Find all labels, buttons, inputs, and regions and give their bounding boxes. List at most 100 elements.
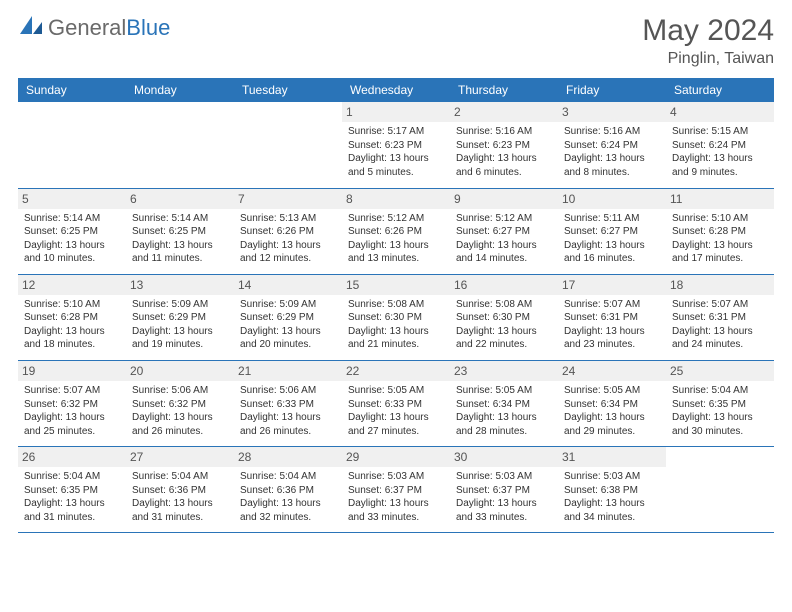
sunset-text: Sunset: 6:37 PM — [348, 484, 444, 498]
day-number: 6 — [126, 189, 234, 209]
sunrise-text: Sunrise: 5:11 AM — [564, 212, 660, 226]
sunset-text: Sunset: 6:35 PM — [672, 398, 768, 412]
day-number: 26 — [18, 447, 126, 467]
day-cell: 9Sunrise: 5:12 AMSunset: 6:27 PMDaylight… — [450, 188, 558, 274]
day-cell: 4Sunrise: 5:15 AMSunset: 6:24 PMDaylight… — [666, 102, 774, 188]
sunrise-text: Sunrise: 5:04 AM — [24, 470, 120, 484]
day-cell: 18 Sunrise: 5:07 AMSunset: 6:31 PMDayligh… — [666, 274, 774, 360]
sunset-text: Sunset: 6:33 PM — [348, 398, 444, 412]
sunset-text: Sunset: 6:23 PM — [348, 139, 444, 153]
daylight-text: Daylight: 13 hours and 34 minutes. — [564, 497, 660, 524]
sunset-text: Sunset: 6:25 PM — [132, 225, 228, 239]
day-cell: 10Sunrise: 5:11 AMSunset: 6:27 PMDayligh… — [558, 188, 666, 274]
month-title: May 2024 — [642, 14, 774, 48]
day-cell: 0 — [126, 102, 234, 188]
logo-word1: General — [48, 15, 126, 40]
sunset-text: Sunset: 6:30 PM — [348, 311, 444, 325]
sunrise-text: Sunrise: 5:14 AM — [132, 212, 228, 226]
day-header: Friday — [558, 78, 666, 102]
day-number: 31 — [558, 447, 666, 467]
logo-word2: Blue — [126, 15, 170, 40]
day-cell: 30Sunrise: 5:03 AMSunset: 6:37 PMDayligh… — [450, 447, 558, 533]
day-number: 14 — [234, 275, 342, 295]
sunset-text: Sunset: 6:34 PM — [564, 398, 660, 412]
header: GeneralBlue May 2024 Pinglin, Taiwan — [18, 14, 774, 68]
day-number: 3 — [558, 102, 666, 122]
day-cell: 2Sunrise: 5:16 AMSunset: 6:23 PMDaylight… — [450, 102, 558, 188]
sunrise-text: Sunrise: 5:07 AM — [672, 298, 768, 312]
daylight-text: Daylight: 13 hours and 14 minutes. — [456, 239, 552, 266]
week-row: 19Sunrise: 5:07 AMSunset: 6:32 PMDayligh… — [18, 360, 774, 446]
title-block: May 2024 Pinglin, Taiwan — [642, 14, 774, 68]
sunset-text: Sunset: 6:37 PM — [456, 484, 552, 498]
sunset-text: Sunset: 6:23 PM — [456, 139, 552, 153]
day-number: 30 — [450, 447, 558, 467]
sunrise-text: Sunrise: 5:04 AM — [132, 470, 228, 484]
sunrise-text: Sunrise: 5:06 AM — [240, 384, 336, 398]
calendar-header-row: SundayMondayTuesdayWednesdayThursdayFrid… — [18, 78, 774, 102]
daylight-text: Daylight: 13 hours and 24 minutes. — [672, 325, 768, 352]
sunset-text: Sunset: 6:38 PM — [564, 484, 660, 498]
daylight-text: Daylight: 13 hours and 9 minutes. — [672, 152, 768, 179]
day-header: Sunday — [18, 78, 126, 102]
week-row: 0001Sunrise: 5:17 AMSunset: 6:23 PMDayli… — [18, 102, 774, 188]
day-cell: 28Sunrise: 5:04 AMSunset: 6:36 PMDayligh… — [234, 447, 342, 533]
day-number: 10 — [558, 189, 666, 209]
sunrise-text: Sunrise: 5:03 AM — [564, 470, 660, 484]
sunset-text: Sunset: 6:29 PM — [240, 311, 336, 325]
daylight-text: Daylight: 13 hours and 33 minutes. — [348, 497, 444, 524]
day-number: 4 — [666, 102, 774, 122]
sunrise-text: Sunrise: 5:04 AM — [240, 470, 336, 484]
day-number: 15 — [342, 275, 450, 295]
day-cell: 0 — [666, 447, 774, 533]
sunrise-text: Sunrise: 5:05 AM — [456, 384, 552, 398]
sunset-text: Sunset: 6:28 PM — [24, 311, 120, 325]
day-header: Saturday — [666, 78, 774, 102]
sunset-text: Sunset: 6:33 PM — [240, 398, 336, 412]
day-cell: 16Sunrise: 5:08 AMSunset: 6:30 PMDayligh… — [450, 274, 558, 360]
sunset-text: Sunset: 6:30 PM — [456, 311, 552, 325]
day-cell: 22Sunrise: 5:05 AMSunset: 6:33 PMDayligh… — [342, 360, 450, 446]
daylight-text: Daylight: 13 hours and 27 minutes. — [348, 411, 444, 438]
day-number: 16 — [450, 275, 558, 295]
sunset-text: Sunset: 6:32 PM — [132, 398, 228, 412]
day-number: 25 — [666, 361, 774, 381]
week-row: 5Sunrise: 5:14 AMSunset: 6:25 PMDaylight… — [18, 188, 774, 274]
sunrise-text: Sunrise: 5:05 AM — [348, 384, 444, 398]
logo: GeneralBlue — [18, 14, 170, 41]
sunrise-text: Sunrise: 5:03 AM — [456, 470, 552, 484]
day-number: 11 — [666, 189, 774, 209]
daylight-text: Daylight: 13 hours and 31 minutes. — [24, 497, 120, 524]
daylight-text: Daylight: 13 hours and 21 minutes. — [348, 325, 444, 352]
sunrise-text: Sunrise: 5:17 AM — [348, 125, 444, 139]
day-number: 7 — [234, 189, 342, 209]
daylight-text: Daylight: 13 hours and 18 minutes. — [24, 325, 120, 352]
sunrise-text: Sunrise: 5:13 AM — [240, 212, 336, 226]
day-number: 18 — [666, 275, 774, 295]
sunrise-text: Sunrise: 5:04 AM — [672, 384, 768, 398]
day-cell: 11Sunrise: 5:10 AMSunset: 6:28 PMDayligh… — [666, 188, 774, 274]
daylight-text: Daylight: 13 hours and 30 minutes. — [672, 411, 768, 438]
day-cell: 12Sunrise: 5:10 AMSunset: 6:28 PMDayligh… — [18, 274, 126, 360]
sunset-text: Sunset: 6:31 PM — [672, 311, 768, 325]
sunset-text: Sunset: 6:28 PM — [672, 225, 768, 239]
day-cell: 3Sunrise: 5:16 AMSunset: 6:24 PMDaylight… — [558, 102, 666, 188]
daylight-text: Daylight: 13 hours and 19 minutes. — [132, 325, 228, 352]
day-cell: 27Sunrise: 5:04 AMSunset: 6:36 PMDayligh… — [126, 447, 234, 533]
day-cell: 24Sunrise: 5:05 AMSunset: 6:34 PMDayligh… — [558, 360, 666, 446]
daylight-text: Daylight: 13 hours and 23 minutes. — [564, 325, 660, 352]
daylight-text: Daylight: 13 hours and 26 minutes. — [240, 411, 336, 438]
sunrise-text: Sunrise: 5:07 AM — [564, 298, 660, 312]
sunrise-text: Sunrise: 5:03 AM — [348, 470, 444, 484]
day-cell: 0 — [234, 102, 342, 188]
day-number: 8 — [342, 189, 450, 209]
day-cell: 21Sunrise: 5:06 AMSunset: 6:33 PMDayligh… — [234, 360, 342, 446]
day-number: 29 — [342, 447, 450, 467]
daylight-text: Daylight: 13 hours and 17 minutes. — [672, 239, 768, 266]
sunset-text: Sunset: 6:34 PM — [456, 398, 552, 412]
sunset-text: Sunset: 6:32 PM — [24, 398, 120, 412]
sunrise-text: Sunrise: 5:14 AM — [24, 212, 120, 226]
sunrise-text: Sunrise: 5:12 AM — [456, 212, 552, 226]
day-header: Tuesday — [234, 78, 342, 102]
day-number: 5 — [18, 189, 126, 209]
